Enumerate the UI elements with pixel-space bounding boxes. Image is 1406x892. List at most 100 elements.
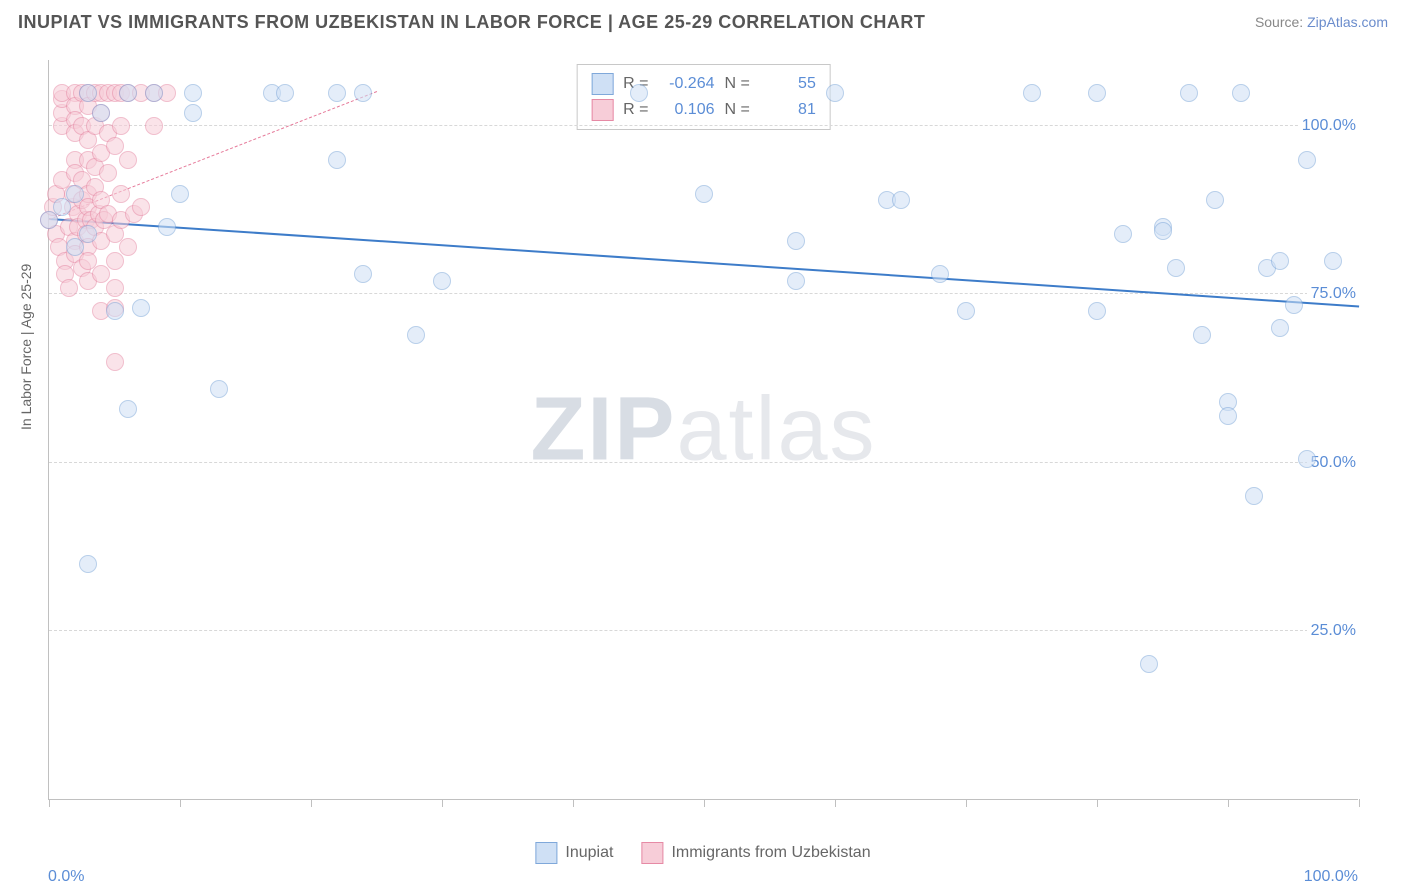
x-tick (966, 799, 967, 807)
data-point (276, 84, 294, 102)
gridline (49, 630, 1358, 631)
data-point (106, 353, 124, 371)
r-value-uzbekistan: 0.106 (659, 101, 715, 119)
data-point (787, 232, 805, 250)
y-axis-title: In Labor Force | Age 25-29 (18, 264, 34, 430)
data-point (892, 191, 910, 209)
data-point (1154, 222, 1172, 240)
data-point (184, 104, 202, 122)
n-label: N = (725, 75, 750, 93)
data-point (1167, 259, 1185, 277)
r-value-inupiat: -0.264 (659, 75, 715, 93)
data-point (1193, 326, 1211, 344)
data-point (328, 151, 346, 169)
x-tick (573, 799, 574, 807)
x-tick (442, 799, 443, 807)
data-point (210, 380, 228, 398)
r-label: R = (623, 101, 648, 119)
source-link[interactable]: ZipAtlas.com (1307, 14, 1388, 30)
data-point (53, 198, 71, 216)
data-point (119, 400, 137, 418)
n-value-uzbekistan: 81 (760, 101, 816, 119)
data-point (630, 84, 648, 102)
data-point (112, 117, 130, 135)
data-point (407, 326, 425, 344)
data-point (1088, 84, 1106, 102)
data-point (184, 84, 202, 102)
data-point (171, 185, 189, 203)
y-tick-label: 25.0% (1307, 622, 1360, 640)
legend-label-inupiat: Inupiat (565, 844, 613, 862)
data-point (1298, 450, 1316, 468)
x-tick (311, 799, 312, 807)
legend-label-uzbekistan: Immigrants from Uzbekistan (671, 844, 870, 862)
data-point (66, 238, 84, 256)
data-point (79, 225, 97, 243)
gridline (49, 125, 1358, 126)
watermark-part1: ZIP (530, 379, 676, 479)
data-point (79, 84, 97, 102)
data-point (695, 185, 713, 203)
data-point (1088, 302, 1106, 320)
correlation-legend: R = -0.264 N = 55 R = 0.106 N = 81 (576, 64, 831, 130)
legend-item-inupiat: Inupiat (535, 842, 613, 864)
data-point (132, 198, 150, 216)
data-point (99, 164, 117, 182)
data-point (931, 265, 949, 283)
data-point (119, 238, 137, 256)
watermark: ZIPatlas (530, 378, 876, 481)
data-point (1140, 655, 1158, 673)
x-axis-max-label: 100.0% (1304, 868, 1358, 886)
data-point (106, 302, 124, 320)
x-tick (1228, 799, 1229, 807)
data-point (1219, 407, 1237, 425)
data-point (145, 84, 163, 102)
legend-swatch-inupiat (535, 842, 557, 864)
data-point (1180, 84, 1198, 102)
data-point (112, 185, 130, 203)
data-point (787, 272, 805, 290)
plot-area: ZIPatlas R = -0.264 N = 55 R = 0.106 N =… (48, 60, 1358, 800)
data-point (1206, 191, 1224, 209)
data-point (1271, 252, 1289, 270)
y-tick-label: 75.0% (1307, 285, 1360, 303)
swatch-uzbekistan (591, 99, 613, 121)
data-point (1023, 84, 1041, 102)
data-point (92, 104, 110, 122)
header-bar: INUPIAT VS IMMIGRANTS FROM UZBEKISTAN IN… (0, 0, 1406, 44)
data-point (1298, 151, 1316, 169)
x-tick (180, 799, 181, 807)
data-point (1232, 84, 1250, 102)
data-point (40, 211, 58, 229)
n-value-inupiat: 55 (760, 75, 816, 93)
data-point (1245, 487, 1263, 505)
series-legend: Inupiat Immigrants from Uzbekistan (535, 842, 870, 864)
n-label: N = (725, 101, 750, 119)
x-tick (835, 799, 836, 807)
gridline (49, 462, 1358, 463)
data-point (1285, 296, 1303, 314)
x-tick (49, 799, 50, 807)
data-point (1324, 252, 1342, 270)
data-point (132, 299, 150, 317)
data-point (106, 252, 124, 270)
source-prefix: Source: (1255, 14, 1307, 30)
chart-title: INUPIAT VS IMMIGRANTS FROM UZBEKISTAN IN… (18, 12, 925, 33)
legend-item-uzbekistan: Immigrants from Uzbekistan (641, 842, 870, 864)
data-point (826, 84, 844, 102)
data-point (145, 117, 163, 135)
data-point (328, 84, 346, 102)
data-point (957, 302, 975, 320)
data-point (433, 272, 451, 290)
swatch-inupiat (591, 73, 613, 95)
data-point (354, 84, 372, 102)
watermark-part2: atlas (676, 379, 876, 479)
correlation-row-uzbekistan: R = 0.106 N = 81 (591, 97, 816, 123)
data-point (119, 84, 137, 102)
data-point (354, 265, 372, 283)
data-point (60, 279, 78, 297)
source-attribution: Source: ZipAtlas.com (1255, 14, 1388, 30)
x-tick (704, 799, 705, 807)
y-tick-label: 100.0% (1298, 117, 1360, 135)
x-tick (1359, 799, 1360, 807)
